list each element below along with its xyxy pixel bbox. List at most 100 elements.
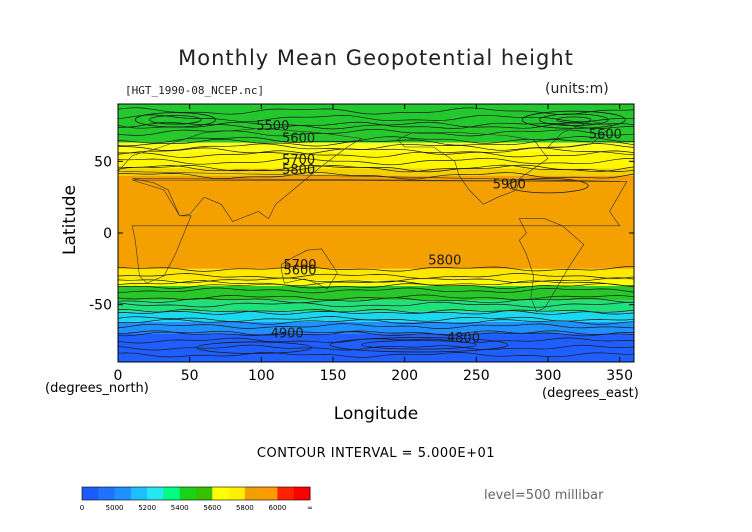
contour-line-13 bbox=[117, 351, 635, 358]
band-4 bbox=[118, 168, 634, 176]
colorbar-label-4: 5600 bbox=[203, 504, 221, 512]
plot-area: 5500560057005800590056005800570056004900… bbox=[89, 103, 635, 384]
colorbar-swatch-0 bbox=[82, 487, 99, 500]
contour-loop-1 bbox=[149, 115, 202, 125]
contour-loop-5 bbox=[329, 337, 509, 353]
colorbar-swatch-11 bbox=[261, 487, 278, 500]
contour-line-28 bbox=[118, 143, 635, 151]
continent-outline-1 bbox=[131, 179, 628, 284]
contour-line-3 bbox=[117, 164, 635, 173]
y-tick-label-0: 50 bbox=[94, 154, 112, 170]
file-name-label: [HGT_1990-08_NCEP.nc] bbox=[125, 84, 265, 97]
continent-outline-4 bbox=[518, 218, 585, 313]
y-tick-label-1: 0 bbox=[103, 226, 112, 242]
band-3 bbox=[118, 151, 634, 169]
colorbar-swatch-7 bbox=[196, 487, 213, 500]
contour-label-7: 5700 bbox=[283, 258, 316, 273]
contour-line-16 bbox=[117, 330, 635, 337]
colorbar-swatch-10 bbox=[244, 487, 262, 500]
level-label: level=500 millibar bbox=[484, 488, 604, 503]
contour-label-1: 5600 bbox=[282, 132, 315, 147]
band-0 bbox=[118, 104, 634, 126]
contour-loop-3 bbox=[538, 113, 609, 126]
x-tick-label-0: 0 bbox=[114, 368, 123, 384]
contour-line-5 bbox=[117, 265, 635, 272]
contour-line-20 bbox=[117, 301, 635, 308]
x-tick-label-2: 100 bbox=[248, 368, 275, 384]
band-8 bbox=[118, 286, 634, 301]
continent-outline-3 bbox=[396, 132, 549, 205]
contour-label-8: 5600 bbox=[283, 264, 316, 279]
band-7 bbox=[118, 280, 634, 287]
colorbar-swatch-5 bbox=[163, 487, 181, 500]
x-unit-left-label: (degrees_north) bbox=[45, 381, 149, 396]
contour-label-10: 4800 bbox=[447, 331, 480, 346]
contour-loop-6 bbox=[361, 340, 477, 350]
x-tick-label-1: 50 bbox=[181, 368, 199, 384]
contour-loop-0 bbox=[134, 112, 216, 128]
contour-label-9: 4900 bbox=[271, 327, 304, 342]
x-axis-title: Longitude bbox=[333, 404, 419, 424]
colorbar-swatch-4 bbox=[147, 487, 164, 500]
contour-line-10 bbox=[117, 318, 635, 325]
contour-line-1 bbox=[117, 138, 635, 147]
continent-outline-0 bbox=[117, 128, 620, 222]
contour-line-21 bbox=[117, 294, 635, 301]
colorbar-label-3: 5400 bbox=[171, 504, 189, 512]
x-tick-label-4: 200 bbox=[391, 368, 418, 384]
contour-line-2 bbox=[117, 147, 635, 156]
colorbar-label-2: 5200 bbox=[138, 504, 156, 512]
contour-line-23 bbox=[117, 280, 634, 287]
contour-line-9 bbox=[117, 309, 635, 315]
colorbar-label-5: 5800 bbox=[236, 504, 254, 512]
continent-outline-2 bbox=[281, 248, 338, 290]
contour-loop-4 bbox=[556, 116, 592, 124]
chart-title: Monthly Mean Geopotential height bbox=[178, 46, 574, 70]
colorbar-swatch-6 bbox=[179, 487, 197, 500]
band-2 bbox=[118, 142, 634, 152]
contour-label-6: 5800 bbox=[428, 254, 461, 269]
contour-label-3: 5800 bbox=[282, 163, 315, 178]
contour-label-5: 5600 bbox=[589, 127, 622, 142]
colorbar-swatch-1 bbox=[98, 487, 116, 500]
band-5 bbox=[118, 175, 634, 269]
units-label: (units:m) bbox=[545, 81, 609, 97]
contour-line-33 bbox=[117, 107, 635, 115]
contour-interval-label: CONTOUR INTERVAL = 5.000E+01 bbox=[256, 446, 496, 461]
contour-line-22 bbox=[117, 287, 635, 294]
x-tick-label-7: 350 bbox=[606, 368, 633, 384]
contour-loop-8 bbox=[507, 178, 589, 194]
contour-line-24 bbox=[117, 273, 635, 279]
band-1 bbox=[118, 125, 634, 143]
contour-label-2: 5700 bbox=[282, 153, 315, 168]
colorbar-swatch-12 bbox=[277, 487, 295, 500]
contour-line-0 bbox=[117, 121, 635, 130]
x-tick-label-6: 300 bbox=[535, 368, 562, 384]
contour-line-27 bbox=[118, 150, 635, 158]
colorbar-label-0: 0 bbox=[80, 504, 84, 512]
contour-line-18 bbox=[117, 316, 635, 322]
y-tick-label-2: -50 bbox=[89, 298, 112, 314]
contour-line-19 bbox=[118, 309, 635, 315]
contour-line-30 bbox=[117, 128, 635, 137]
contour-loop-7 bbox=[196, 341, 312, 354]
colorbar-swatch-8 bbox=[212, 487, 230, 500]
x-unit-right-label: (degrees_east) bbox=[542, 386, 639, 401]
contour-line-29 bbox=[117, 136, 635, 144]
x-tick-label-3: 150 bbox=[320, 368, 347, 384]
continent-outline-5 bbox=[547, 120, 614, 148]
contour-line-11 bbox=[117, 330, 635, 337]
colorbar-label-6: 6000 bbox=[269, 504, 287, 512]
colorbar-swatch-13 bbox=[293, 487, 311, 500]
contour-line-17 bbox=[117, 323, 635, 329]
contour-line-7 bbox=[117, 283, 635, 289]
contour-line-25 bbox=[117, 164, 635, 173]
colorbar: 0 5000 5200 5400 5600 5800 6000 ∞ bbox=[80, 486, 313, 512]
contour-line-26 bbox=[117, 157, 634, 166]
band-10 bbox=[118, 311, 634, 322]
band-9 bbox=[118, 300, 634, 312]
contour-label-4: 5900 bbox=[493, 178, 526, 193]
colorbar-label-7: ∞ bbox=[307, 504, 313, 512]
band-11 bbox=[118, 321, 634, 334]
